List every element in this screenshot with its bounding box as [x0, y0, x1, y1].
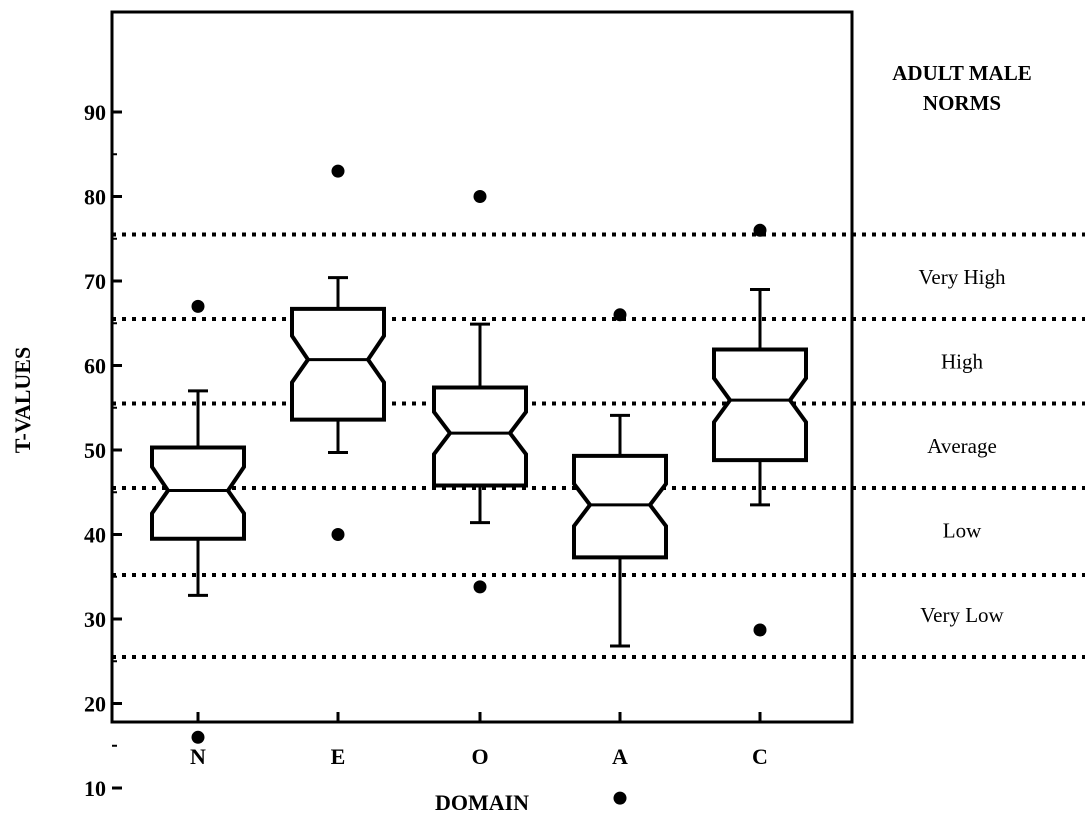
y-tick-label: 90 [84, 100, 106, 125]
y-axis-title: T-VALUES [10, 347, 35, 453]
y-tick-label: 40 [84, 523, 106, 548]
notched-box [432, 385, 528, 488]
y-tick-label: 50 [84, 438, 106, 463]
norms-title-line-2: NORMS [923, 91, 1001, 115]
notched-box [150, 445, 246, 541]
box-C [712, 287, 808, 507]
outlier-point [473, 190, 487, 203]
x-tick-label: A [612, 744, 628, 769]
x-tick-label: N [190, 744, 206, 769]
norm-band-label: High [941, 349, 984, 373]
outlier-points [191, 164, 767, 805]
reference-lines [112, 232, 1085, 660]
outlier-point [753, 623, 767, 637]
y-tick-label: 30 [84, 607, 106, 632]
box-O [432, 322, 528, 525]
box-N [150, 389, 246, 597]
norm-band-label: Low [943, 518, 982, 542]
y-tick-label: 20 [84, 692, 106, 717]
outlier-point [191, 730, 205, 744]
norm-band-label: Average [927, 434, 997, 458]
outlier-point [191, 299, 205, 313]
y-tick-label: 10 [84, 776, 106, 801]
outlier-point [753, 223, 767, 237]
x-axis-title: DOMAIN [435, 790, 529, 815]
notched-box [572, 453, 668, 560]
outlier-point [613, 308, 627, 322]
y-axis: 10 20 30 40 50 60 70 80 90 [84, 100, 122, 801]
norm-band-label: Very Low [920, 603, 1004, 627]
x-tick-label: O [471, 744, 488, 769]
y-tick-label: 70 [84, 269, 106, 294]
outlier-point [331, 164, 345, 178]
outlier-point [613, 791, 627, 805]
y-tick-label: 60 [84, 354, 106, 379]
norm-band-label: Very High [919, 265, 1006, 289]
y-tick-label: 80 [84, 185, 106, 210]
boxes [150, 276, 808, 648]
x-tick-label: E [331, 744, 346, 769]
box-E [290, 276, 386, 455]
outlier-point [473, 580, 487, 594]
norms-title-line-1: ADULT MALE [892, 61, 1031, 85]
notched-box [712, 347, 808, 463]
norms-legend: ADULT MALE NORMS Very High High Average Low… [892, 61, 1031, 627]
notched-box [290, 306, 386, 422]
box-A [572, 413, 668, 648]
x-tick-label: C [752, 744, 768, 769]
outlier-point [331, 528, 345, 541]
